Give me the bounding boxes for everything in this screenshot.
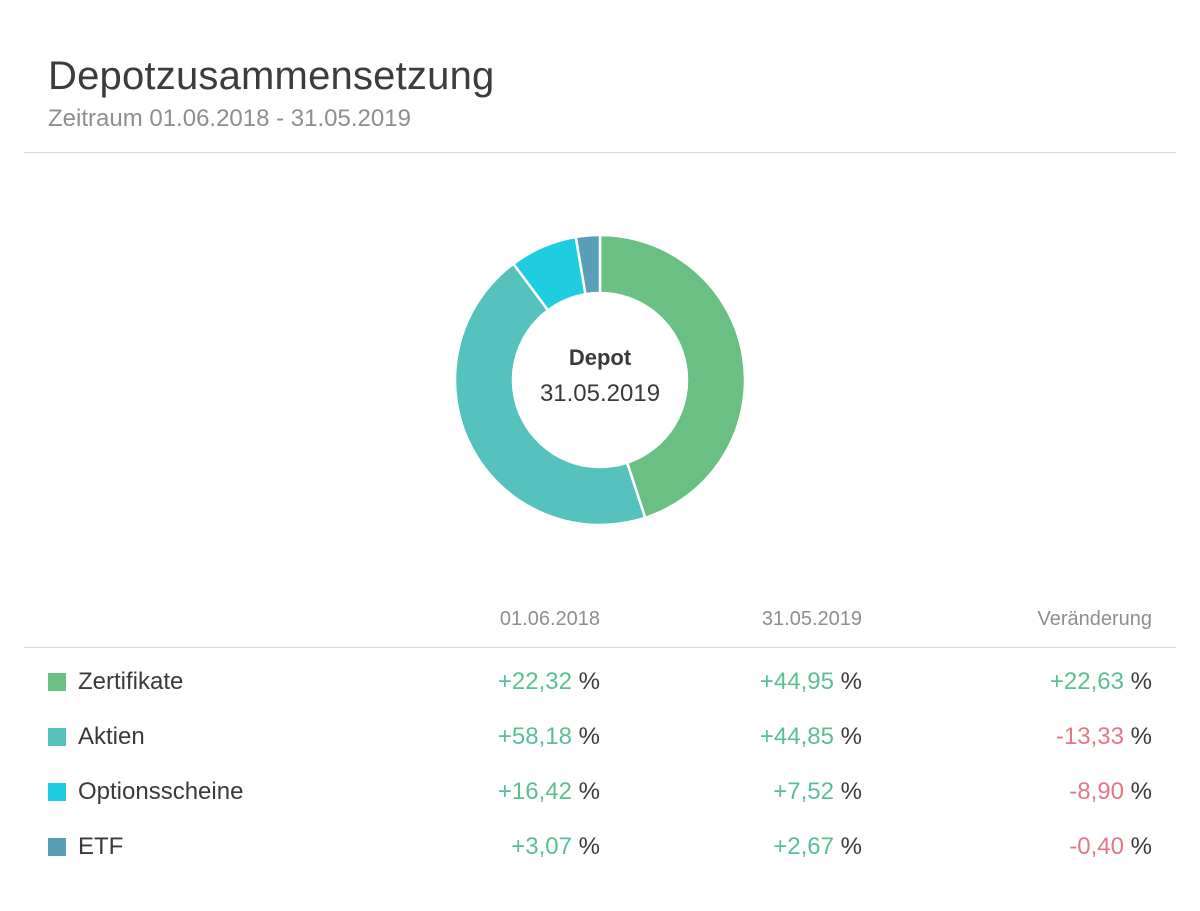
- value-unit: %: [840, 778, 862, 805]
- page-subtitle: Zeitraum 01.06.2018 - 31.05.2019: [48, 105, 411, 132]
- value-change: -0,40 %: [1069, 833, 1152, 861]
- value-2018: +16,42 %: [498, 778, 600, 806]
- value-unit: %: [578, 778, 600, 805]
- donut-chart: Depot 31.05.2019: [450, 230, 750, 530]
- value-unit: %: [1130, 778, 1152, 805]
- value-change: -13,33 %: [1056, 723, 1152, 751]
- chart-center-date: 31.05.2019: [539, 380, 661, 407]
- value-2018: +58,18 %: [498, 723, 600, 751]
- value-2018: +22,32 %: [498, 668, 600, 696]
- table-row: ETF +3,07 % +2,67 % -0,40 %: [0, 827, 1200, 867]
- legend-swatch: [48, 728, 66, 746]
- value-unit: %: [578, 723, 600, 750]
- value-unit: %: [578, 668, 600, 695]
- value-2019: +7,52 %: [773, 778, 862, 806]
- row-label: Aktien: [78, 723, 145, 750]
- value-2019: +2,67 %: [773, 833, 862, 861]
- column-header-2018: 01.06.2018: [499, 608, 600, 630]
- value-2018-number: +16,42: [497, 778, 572, 805]
- value-2019-number: +2,67: [773, 833, 834, 860]
- value-unit: %: [578, 833, 600, 860]
- header: Depotzusammensetzung Zeitraum 01.06.2018…: [48, 50, 494, 134]
- value-change: +22,63 %: [1050, 668, 1152, 696]
- value-change: -8,90 %: [1069, 778, 1152, 806]
- value-unit: %: [840, 833, 862, 860]
- value-2019-number: +44,95: [759, 668, 834, 695]
- row-label: ETF: [78, 833, 124, 860]
- legend-swatch: [48, 673, 66, 691]
- header-divider: [24, 152, 1176, 153]
- value-unit: %: [840, 723, 862, 750]
- page-title: Depotzusammensetzung: [48, 54, 495, 98]
- value-2019-number: +44,85: [759, 723, 834, 750]
- value-2019: +44,85 %: [760, 723, 862, 751]
- value-2019-number: +7,52: [773, 778, 834, 805]
- donut-slice-aktien: [453, 262, 647, 527]
- column-header-2019: 31.05.2019: [761, 608, 862, 630]
- value-unit: %: [1130, 723, 1152, 750]
- value-2018: +3,07 %: [511, 833, 600, 861]
- value-unit: %: [1130, 833, 1152, 860]
- table-row: Aktien +58,18 % +44,85 % -13,33 %: [0, 717, 1200, 757]
- donut-slice-etf: [574, 233, 602, 296]
- value-change-number: +22,63: [1049, 668, 1124, 695]
- value-change-number: -13,33: [1055, 723, 1124, 750]
- donut-chart-svg: [453, 233, 747, 527]
- row-label: Zertifikate: [78, 668, 184, 695]
- value-2018-number: +22,32: [497, 668, 572, 695]
- value-2018-number: +3,07: [511, 833, 572, 860]
- column-header-change: Veränderung: [1037, 608, 1152, 630]
- value-change-number: -0,40: [1069, 833, 1124, 860]
- value-change-number: -8,90: [1069, 778, 1124, 805]
- value-unit: %: [1130, 668, 1152, 695]
- table-row: Zertifikate +22,32 % +44,95 % +22,63 %: [0, 662, 1200, 702]
- value-unit: %: [840, 668, 862, 695]
- chart-center-title: Depot: [568, 345, 632, 370]
- table-row: Optionsscheine +16,42 % +7,52 % -8,90 %: [0, 772, 1200, 812]
- legend-swatch: [48, 838, 66, 856]
- legend-swatch: [48, 783, 66, 801]
- table-divider: [24, 647, 1176, 648]
- donut-slice-zertifikate: [598, 233, 747, 520]
- row-label: Optionsscheine: [78, 778, 244, 805]
- value-2019: +44,95 %: [760, 668, 862, 696]
- value-2018-number: +58,18: [497, 723, 572, 750]
